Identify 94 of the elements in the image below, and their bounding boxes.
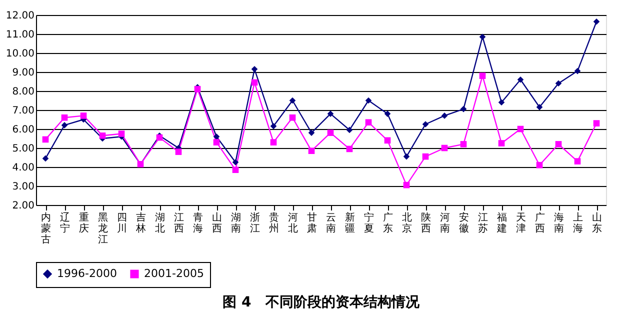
point <box>593 18 600 25</box>
x-tick-label: 山东 <box>592 212 602 234</box>
point <box>536 104 543 110</box>
x-tick-label: 河南 <box>440 212 450 234</box>
x-tick-label: 天津 <box>516 212 526 234</box>
x-tick-label: 四川 <box>117 212 127 234</box>
point <box>365 119 372 126</box>
x-tick-label: 山西 <box>212 212 222 234</box>
text: 图 4 不同阶段的资本结构情况 <box>222 294 420 310</box>
legend-label: 2001-2005 <box>144 266 204 280</box>
point <box>384 110 391 117</box>
point <box>42 155 49 162</box>
point <box>517 126 524 132</box>
point <box>232 159 239 166</box>
point <box>251 66 258 72</box>
y-tick-label: 3.00 <box>12 182 34 192</box>
x-tick-label: 广东 <box>383 212 393 234</box>
point <box>422 121 429 128</box>
point <box>403 182 410 188</box>
x-tick-label: 福建 <box>496 212 507 234</box>
point <box>251 79 258 86</box>
y-tick-label: 11.00 <box>6 30 34 40</box>
point <box>441 112 448 119</box>
x-tick-label: 内蒙古 <box>41 212 51 246</box>
y-tick-label: 4.00 <box>12 162 34 174</box>
point <box>308 148 315 154</box>
point <box>213 133 220 140</box>
point <box>327 130 334 136</box>
point <box>593 120 600 126</box>
point <box>536 162 543 168</box>
point <box>289 97 296 104</box>
point <box>99 132 106 139</box>
point <box>289 114 296 121</box>
point <box>327 110 334 117</box>
x-tick-label: 辽宁 <box>60 212 70 234</box>
point <box>422 153 429 160</box>
point <box>175 148 182 155</box>
y-tick-label: 2.00 <box>12 200 34 212</box>
point <box>42 136 49 143</box>
y-tick-label: 9.00 <box>12 68 34 78</box>
y-tick-label: 10.00 <box>6 48 34 60</box>
point <box>555 80 562 87</box>
x-tick-label: 湖南 <box>231 212 241 234</box>
x-tick-label: 陕西 <box>421 212 431 234</box>
point <box>308 130 315 136</box>
x-tick-label: 安徽 <box>459 212 469 234</box>
point <box>460 106 467 112</box>
point <box>479 34 486 40</box>
x-tick-label: 云南 <box>326 212 336 234</box>
point <box>213 139 220 146</box>
y-tick-label: 12.00 <box>6 10 34 22</box>
point <box>460 141 467 148</box>
x-tick-label: 河北 <box>288 212 298 234</box>
y-tick-label: 6.00 <box>12 124 34 136</box>
x-tick-label: 北京 <box>402 212 412 234</box>
point <box>574 158 581 164</box>
point <box>61 114 68 121</box>
point <box>61 122 68 128</box>
point <box>384 137 391 144</box>
x-tick-label: 海南 <box>554 212 564 234</box>
point <box>555 141 562 148</box>
y-tick-label: 8.00 <box>12 86 34 98</box>
x-tick-label: 宁夏 <box>364 212 374 234</box>
point <box>441 144 448 152</box>
x-tick-label: 江西 <box>174 212 184 234</box>
point <box>346 126 353 134</box>
point <box>80 112 87 119</box>
point <box>574 68 581 74</box>
x-tick-label: 上海 <box>573 212 583 234</box>
point <box>270 139 277 146</box>
point <box>403 153 410 160</box>
point <box>365 97 372 104</box>
x-tick-label: 吉林 <box>135 212 146 234</box>
x-tick-label: 贵州 <box>269 212 279 234</box>
x-tick-label: 重庆 <box>79 212 89 234</box>
x-tick-label: 新疆 <box>345 212 355 234</box>
x-tick-label: 广西 <box>535 212 545 234</box>
point <box>498 140 505 146</box>
point <box>232 166 239 174</box>
point <box>346 146 353 152</box>
point <box>479 72 486 79</box>
x-tick-label: 青海 <box>193 212 203 234</box>
point <box>498 99 505 106</box>
x-tick-label: 江苏 <box>478 212 488 234</box>
x-tick-label: 湖北 <box>155 212 165 234</box>
legend-label: 1996-2000 <box>57 266 117 280</box>
x-tick-label: 黑龙江 <box>98 212 108 246</box>
y-tick-label: 5.00 <box>12 144 34 154</box>
x-tick-label: 甘肃 <box>307 212 317 234</box>
x-tick-label: 浙江 <box>250 212 260 234</box>
point <box>270 122 277 130</box>
y-tick-label: 7.00 <box>12 106 34 116</box>
point <box>118 130 125 137</box>
point <box>517 76 524 83</box>
